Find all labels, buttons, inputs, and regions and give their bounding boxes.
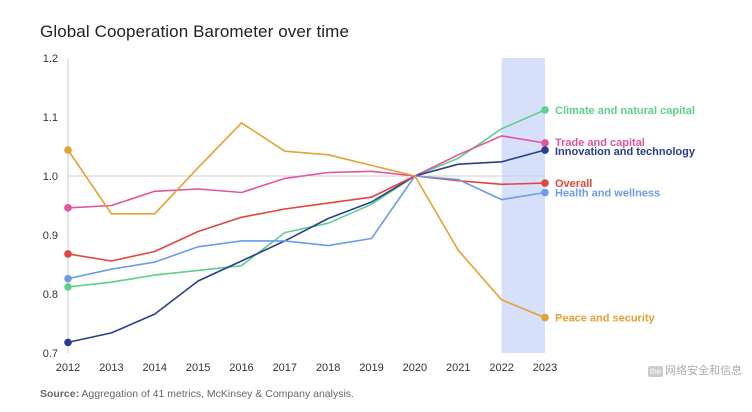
source-note: Source: Aggregation of 41 metrics, McKin… <box>40 388 354 400</box>
y-tick-label: 1.2 <box>43 53 58 65</box>
series-label: Health and wellness <box>555 188 660 200</box>
series-line <box>67 135 546 209</box>
series-label: Innovation and technology <box>555 146 696 158</box>
x-tick-label: 2013 <box>99 362 123 374</box>
y-tick-label: 0.7 <box>43 348 58 360</box>
series-end-point <box>541 179 549 187</box>
series-line <box>67 109 546 288</box>
x-tick-label: 2016 <box>229 362 253 374</box>
series-start-point <box>64 250 72 258</box>
x-tick-label: 2022 <box>489 362 513 374</box>
x-tick-label: 2021 <box>446 362 470 374</box>
series-end-point <box>541 313 549 322</box>
series-start-point <box>64 338 72 347</box>
highlight-band <box>501 58 545 353</box>
series-label: Peace and security <box>555 313 656 325</box>
series-label: Overall <box>555 178 592 190</box>
x-tick-label: 2012 <box>56 362 80 374</box>
source-label: Source: <box>40 388 80 400</box>
series-start-point <box>64 204 72 212</box>
y-tick-label: 0.9 <box>43 230 58 242</box>
x-tick-label: 2020 <box>403 362 427 374</box>
series-line <box>67 149 546 344</box>
watermark: the 网络安全和信息 <box>648 362 742 378</box>
series-line <box>67 175 546 262</box>
series-label: Trade and capital <box>555 137 645 149</box>
series-end-point <box>541 188 549 197</box>
x-tick-label: 2018 <box>316 362 340 374</box>
x-tick-label: 2019 <box>359 362 383 374</box>
series-line <box>67 122 546 319</box>
watermark-text: 网络安全和信息 <box>665 365 743 377</box>
series-line <box>67 175 546 280</box>
series-start-point <box>64 283 72 291</box>
y-tick-label: 1.1 <box>43 112 58 124</box>
series-end-point <box>541 146 549 154</box>
series-end-point <box>541 106 549 114</box>
series-label: Climate and natural capital <box>555 105 695 117</box>
watermark-badge: the <box>648 366 664 377</box>
x-tick-label: 2014 <box>142 362 166 374</box>
series-start-point <box>64 146 72 154</box>
x-tick-label: 2015 <box>186 362 210 374</box>
y-tick-label: 1.0 <box>43 171 58 183</box>
x-tick-label: 2023 <box>533 362 557 374</box>
series-end-point <box>541 139 549 147</box>
x-tick-label: 2017 <box>273 362 297 374</box>
source-text: Aggregation of 41 metrics, McKinsey & Co… <box>79 388 354 400</box>
chart-title: Global Cooperation Barometer over time <box>40 22 350 41</box>
series-start-point <box>64 274 72 283</box>
y-tick-label: 0.8 <box>43 289 58 301</box>
